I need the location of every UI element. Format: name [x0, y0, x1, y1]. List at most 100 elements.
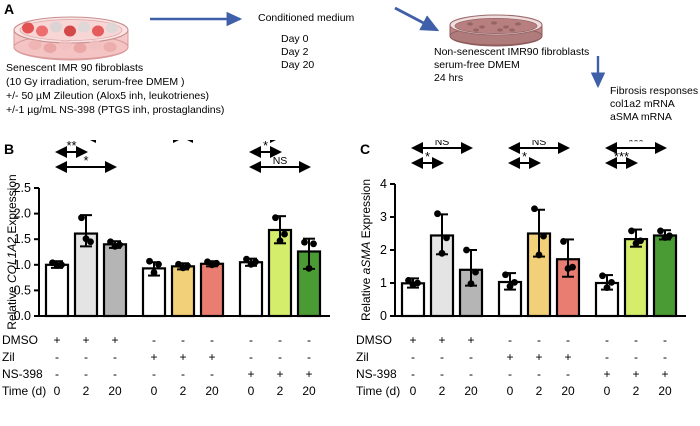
- condition-cell: +: [603, 367, 610, 381]
- data-point: [467, 280, 475, 288]
- significance-label: NS: [273, 155, 288, 167]
- y-tick-label: 2.0: [14, 207, 31, 221]
- y-tick-label: 2: [380, 243, 387, 257]
- significance-label: *: [263, 140, 268, 153]
- data-point: [208, 261, 216, 269]
- condition-cell: -: [440, 367, 444, 381]
- condition-cell: -: [249, 350, 253, 364]
- condition-cell: +: [438, 333, 445, 347]
- data-point: [78, 214, 85, 222]
- condition-cell: +: [276, 367, 283, 381]
- condition-cell: +: [467, 333, 474, 347]
- fibrosis-readout-title: Fibrosis responses: [610, 85, 699, 97]
- condition-cell: 20: [205, 384, 219, 398]
- significance-label: ***: [614, 149, 629, 164]
- data-point: [506, 282, 514, 290]
- panel-b-chart: 0.0 0.5 1.0 1.5 2.0 2.5 Relative COL1A2 Expres…: [0, 140, 348, 426]
- data-point: [82, 235, 90, 243]
- condition-cell: -: [249, 333, 253, 347]
- condition-cell: +: [535, 350, 542, 364]
- condition-cell: 20: [108, 384, 122, 398]
- condition-cell: 0: [507, 384, 514, 398]
- condition-cell: -: [181, 367, 185, 381]
- condition-cell: 20: [561, 384, 575, 398]
- condition-row-label: DMSO: [356, 333, 392, 347]
- condition-row-label: NS-398: [2, 367, 43, 381]
- significance-annotation: *: [508, 149, 541, 169]
- significance-label: *: [522, 149, 527, 164]
- fibrosis-readout-col1a2: col1a2 mRNA: [610, 98, 675, 111]
- panel-c-letter: C: [360, 141, 371, 157]
- y-tick-label: 1: [380, 276, 387, 290]
- significance-label: NS: [435, 140, 450, 148]
- significance-label: **: [66, 140, 76, 153]
- data-point: [146, 257, 153, 265]
- condition-cell: +: [111, 333, 118, 347]
- data-point: [540, 232, 547, 240]
- condition-cell: -: [55, 367, 59, 381]
- condition-cell: +: [53, 333, 60, 347]
- y-tick-label: 3: [380, 210, 387, 224]
- y-tick-label: 1.5: [14, 232, 31, 246]
- condition-cell: 2: [536, 384, 543, 398]
- condition-cell: 0: [54, 384, 61, 398]
- condition-cell: +: [661, 367, 668, 381]
- condition-cell: 0: [248, 384, 255, 398]
- bar: [199, 262, 225, 318]
- condition-cell: -: [278, 350, 282, 364]
- condition-cell: 20: [302, 384, 316, 398]
- schematic-svg: [13, 6, 606, 89]
- recipient-caption-line-2: serum-free DMEM: [434, 59, 520, 71]
- condition-cell: +: [247, 367, 254, 381]
- data-point: [155, 260, 162, 268]
- data-point: [179, 264, 187, 272]
- condition-cell: -: [566, 367, 570, 381]
- condition-cell: 2: [83, 384, 90, 398]
- condition-cell: -: [634, 333, 638, 347]
- condition-cell: 0: [151, 384, 158, 398]
- condition-cell: -: [469, 367, 473, 381]
- condition-cell: -: [84, 367, 88, 381]
- significance-label: NS: [532, 140, 547, 148]
- condition-cell: +: [409, 333, 416, 347]
- condition-cell: -: [469, 350, 473, 364]
- panel-b-letter: B: [4, 141, 15, 157]
- data-point: [305, 264, 313, 272]
- significance-annotation: *: [55, 153, 117, 173]
- condition-cell: +: [208, 350, 215, 364]
- data-point: [472, 268, 479, 276]
- condition-cell: -: [537, 333, 541, 347]
- significance-annotation: *: [249, 140, 282, 158]
- bar: [652, 234, 678, 318]
- conditioned-medium-day-0: Day 0: [281, 33, 309, 45]
- data-point: [301, 238, 308, 246]
- bar: [623, 238, 649, 318]
- significance-annotation: NS: [411, 140, 473, 154]
- condition-cell: -: [663, 333, 667, 347]
- condition-cell: -: [411, 367, 415, 381]
- condition-cell: -: [152, 333, 156, 347]
- recipient-caption-line-1: Non-senescent IMR90 fibroblasts: [434, 46, 590, 58]
- y-axis-title-gene: aSMA: [359, 242, 373, 275]
- condition-cell: -: [113, 367, 117, 381]
- condition-row-label: NS-398: [356, 367, 397, 381]
- senescent-caption-line-3: +/- 50 µM Zileution (Alox5 inh, leukotri…: [6, 90, 210, 102]
- conditioned-medium-day-20: Day 20: [281, 59, 315, 71]
- conditioned-medium-day-2: Day 2: [281, 46, 309, 58]
- bar: [102, 243, 128, 318]
- condition-row-label: Zil: [2, 350, 15, 364]
- data-point: [502, 271, 509, 279]
- data-point: [150, 269, 158, 276]
- condition-cell: -: [634, 350, 638, 364]
- y-axis-title-prefix: Relative: [5, 283, 19, 330]
- condition-cell: -: [210, 333, 214, 347]
- condition-cell: -: [411, 350, 415, 364]
- y-axis-title: Relative aSMA Expression: [359, 179, 373, 321]
- condition-cell: -: [508, 367, 512, 381]
- data-point: [603, 284, 611, 292]
- data-point: [661, 234, 669, 241]
- significance-annotation: NS: [508, 140, 570, 154]
